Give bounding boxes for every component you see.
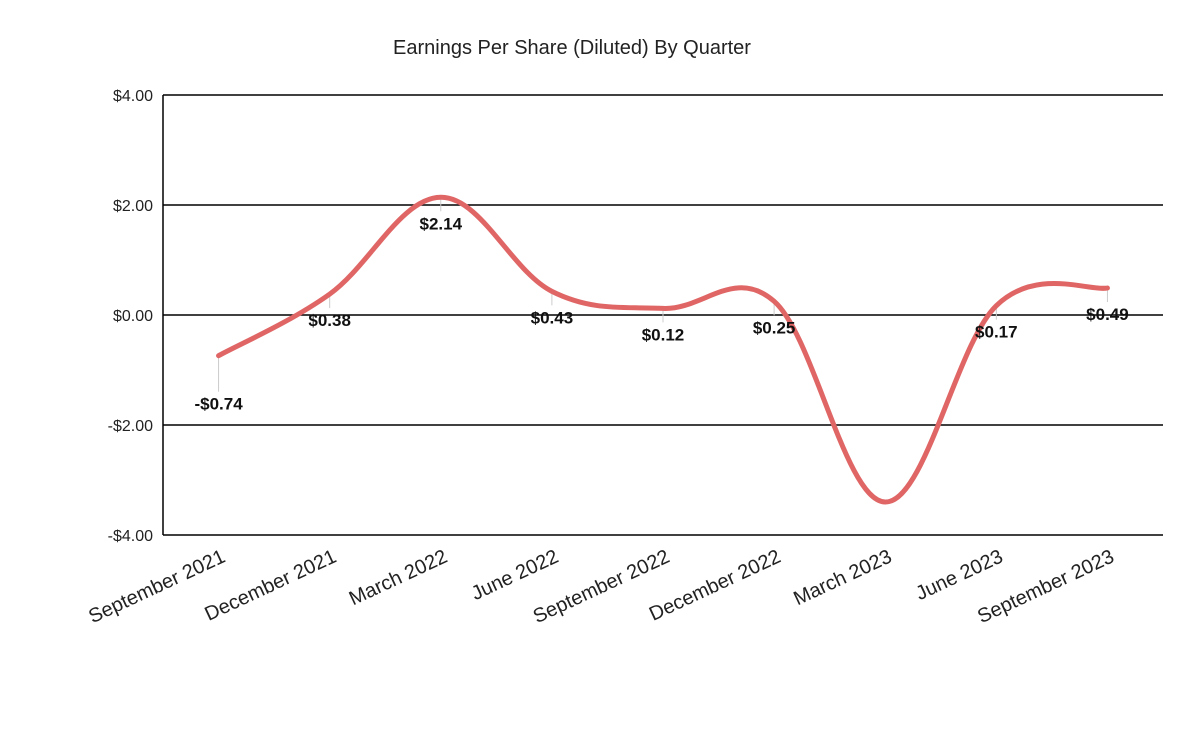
y-tick-label: $4.00: [113, 88, 153, 105]
x-tick-label: June 2022: [468, 546, 562, 605]
data-label: -$0.74: [194, 395, 243, 414]
data-label: $0.43: [531, 308, 574, 327]
x-tick-label: March 2022: [346, 546, 451, 611]
series-line: [216, 194, 1110, 505]
y-tick-label: -$2.00: [108, 418, 153, 435]
data-label: $0.38: [308, 311, 351, 330]
data-label: $2.14: [420, 214, 463, 233]
data-label: $0.25: [753, 318, 796, 337]
data-label: $0.49: [1086, 305, 1129, 324]
data-label-leaders: [218, 197, 1108, 392]
x-tick-label: June 2023: [912, 546, 1006, 605]
y-tick-label: $0.00: [113, 308, 153, 325]
data-label: $0.12: [642, 325, 685, 344]
data-labels: -$0.74 $0.38 $2.14 $0.43 $0.12 $0.25 $0.17 $0.4…: [194, 214, 1128, 413]
data-label: $0.17: [975, 323, 1018, 342]
series-eps-line: [216, 194, 1110, 505]
chart-title: Earnings Per Share (Diluted) By Quarter: [393, 37, 751, 59]
y-tick-label: $2.00: [113, 198, 153, 215]
x-tick-label: March 2023: [790, 546, 895, 611]
y-tick-label: -$4.00: [108, 528, 153, 545]
y-axis-ticks: $4.00 $2.00 $0.00 -$2.00 -$4.00: [108, 88, 153, 545]
